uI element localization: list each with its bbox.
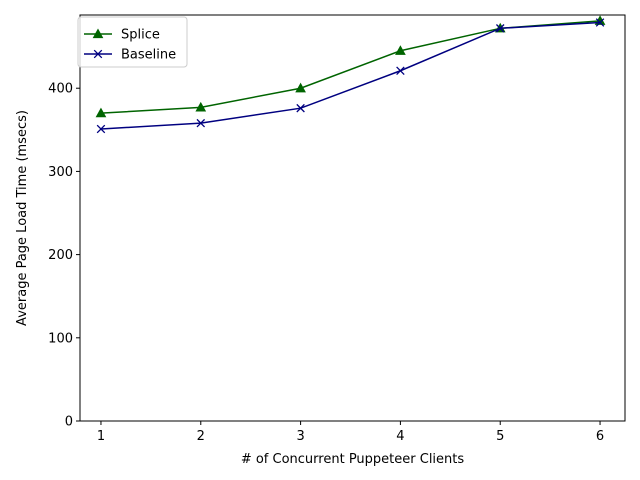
data-point-splice	[295, 82, 306, 93]
data-point-baseline	[296, 103, 305, 113]
legend-marker-baseline	[93, 49, 103, 59]
data-point-splice	[95, 107, 107, 118]
data-point-baseline	[96, 124, 106, 134]
x-tick-label: 2	[197, 429, 205, 444]
legend: Splice Baseline	[77, 16, 188, 68]
legend-marker-splice	[92, 28, 104, 39]
series-layer	[95, 15, 606, 134]
legend-label-splice: Splice	[121, 28, 160, 43]
y-tick-label: 400	[48, 82, 73, 97]
data-point-splice	[195, 101, 207, 112]
x-tick-label: 6	[596, 429, 604, 444]
y-tick-label: 100	[48, 331, 73, 346]
x-tick-label: 5	[496, 429, 504, 444]
x-tick-label: 3	[296, 429, 304, 444]
y-tick-label: 300	[48, 165, 73, 180]
series-line-baseline	[100, 21, 601, 130]
data-point-baseline	[396, 66, 405, 76]
axis-ticks: 1 2 3 4 5 6 0 100 200 300 400	[48, 82, 604, 444]
y-tick-label: 200	[48, 248, 73, 263]
legend-label-baseline: Baseline	[121, 48, 176, 63]
data-point-baseline	[495, 24, 505, 33]
x-tick-label: 4	[396, 429, 404, 444]
plot-area	[79, 14, 626, 422]
x-tick-label: 1	[97, 429, 105, 444]
y-axis-label: Average Page Load Time (msecs)	[15, 110, 30, 326]
data-point-splice	[395, 45, 406, 55]
x-axis-label: # of Concurrent Puppeteer Clients	[241, 452, 465, 467]
y-tick-label: 0	[65, 415, 73, 430]
data-point-baseline	[595, 18, 605, 27]
data-point-baseline	[196, 118, 206, 128]
